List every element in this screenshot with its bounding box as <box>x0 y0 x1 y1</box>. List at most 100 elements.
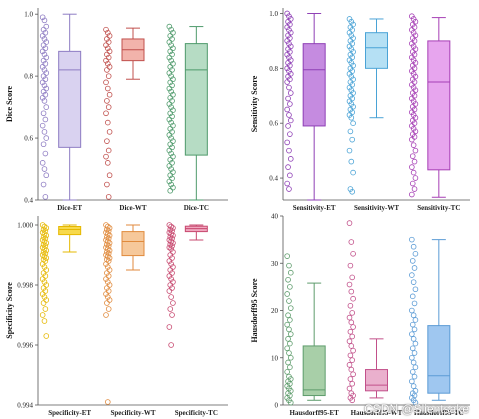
data-point <box>286 68 292 74</box>
watermark: CSDN @Slientsake <box>364 402 469 416</box>
data-point <box>409 307 415 314</box>
data-point <box>105 73 112 79</box>
data-point <box>346 16 353 22</box>
data-point <box>349 397 356 404</box>
y-tick-label: 0 <box>275 402 279 410</box>
data-point <box>409 345 416 352</box>
x-tick-label: Hausdorff95-ET <box>289 409 339 417</box>
data-point <box>347 328 354 335</box>
data-point <box>167 79 174 86</box>
data-point <box>284 79 290 85</box>
data-point <box>40 110 47 117</box>
data-point <box>347 51 354 58</box>
data-point <box>43 255 50 261</box>
data-point <box>287 131 293 137</box>
data-point <box>39 122 46 129</box>
data-point <box>166 23 173 30</box>
data-point <box>347 186 354 192</box>
data-point <box>168 42 174 48</box>
data-point <box>347 79 354 85</box>
data-point <box>409 153 416 159</box>
data-point <box>39 79 46 86</box>
data-point <box>347 128 354 135</box>
data-point <box>347 376 354 382</box>
x-tick-label: Sensitivity-TC <box>417 204 460 212</box>
box-iqr <box>302 43 326 127</box>
data-point <box>411 326 418 333</box>
data-point <box>412 286 419 293</box>
data-point <box>287 269 294 276</box>
data-point <box>286 40 292 47</box>
y-axis-label: Hausdorff95 Score <box>250 278 259 343</box>
x-tick-label: Specificity-TC <box>175 409 218 417</box>
box-dice-tc <box>166 23 208 201</box>
data-point <box>409 103 416 110</box>
y-tick-label: 1.000 <box>17 222 33 230</box>
data-point <box>41 82 48 89</box>
data-point <box>104 36 110 42</box>
data-point <box>106 172 113 179</box>
data-point <box>42 150 49 157</box>
data-point <box>409 136 415 143</box>
y-tick-label: 1.0 <box>24 11 33 19</box>
data-point <box>285 46 291 52</box>
data-point <box>170 240 176 246</box>
y-tick-label: 0.996 <box>17 342 33 350</box>
data-point <box>284 51 290 58</box>
data-point <box>409 95 415 102</box>
data-point <box>286 350 292 356</box>
box-iqr <box>58 226 82 236</box>
data-point <box>287 399 294 406</box>
data-point <box>285 164 291 170</box>
data-point <box>106 225 113 231</box>
data-point <box>347 24 354 31</box>
data-point <box>168 246 174 252</box>
data-point <box>106 91 113 98</box>
data-point <box>409 21 416 28</box>
data-point <box>409 258 416 264</box>
box-iqr <box>427 325 451 394</box>
data-point <box>168 57 174 64</box>
x-tick-label: Sensitivity-ET <box>293 204 336 212</box>
y-axis-label: Dice Score <box>5 86 14 123</box>
data-point <box>348 288 355 295</box>
x-tick-label: Hausdorff95-WT <box>351 409 403 417</box>
data-point <box>409 35 416 41</box>
data-point <box>43 135 50 141</box>
data-point <box>284 291 290 297</box>
data-point <box>168 26 174 33</box>
data-point <box>103 42 109 48</box>
chart-panel-2: 0.4 0.6 0.8 1.0 Sensitivity Score Sensitivity… <box>250 8 470 212</box>
data-point <box>410 84 417 91</box>
data-point <box>41 279 48 285</box>
y-tick-label: 20 <box>271 307 279 315</box>
data-point <box>346 112 353 118</box>
data-point <box>410 16 417 22</box>
data-point <box>410 57 417 63</box>
data-point <box>349 274 356 281</box>
data-point <box>410 71 417 77</box>
data-point <box>409 49 416 55</box>
data-point <box>347 38 354 44</box>
data-point <box>287 305 294 311</box>
data-point <box>167 125 174 132</box>
data-point <box>39 14 46 21</box>
data-point <box>411 265 418 271</box>
data-point <box>43 247 50 254</box>
data-point <box>409 236 415 243</box>
data-point <box>409 123 415 129</box>
data-point <box>43 172 50 179</box>
data-point <box>287 284 293 290</box>
data-point <box>409 331 415 337</box>
data-point <box>346 43 353 50</box>
data-point <box>410 169 417 176</box>
data-point <box>284 321 290 328</box>
data-point <box>410 383 417 389</box>
data-point <box>409 76 416 83</box>
data-point <box>104 98 110 104</box>
data-point <box>43 104 50 110</box>
data-point <box>105 264 111 270</box>
data-point <box>284 180 290 187</box>
data-point <box>168 181 174 188</box>
y-tick-label: 10 <box>271 354 279 362</box>
